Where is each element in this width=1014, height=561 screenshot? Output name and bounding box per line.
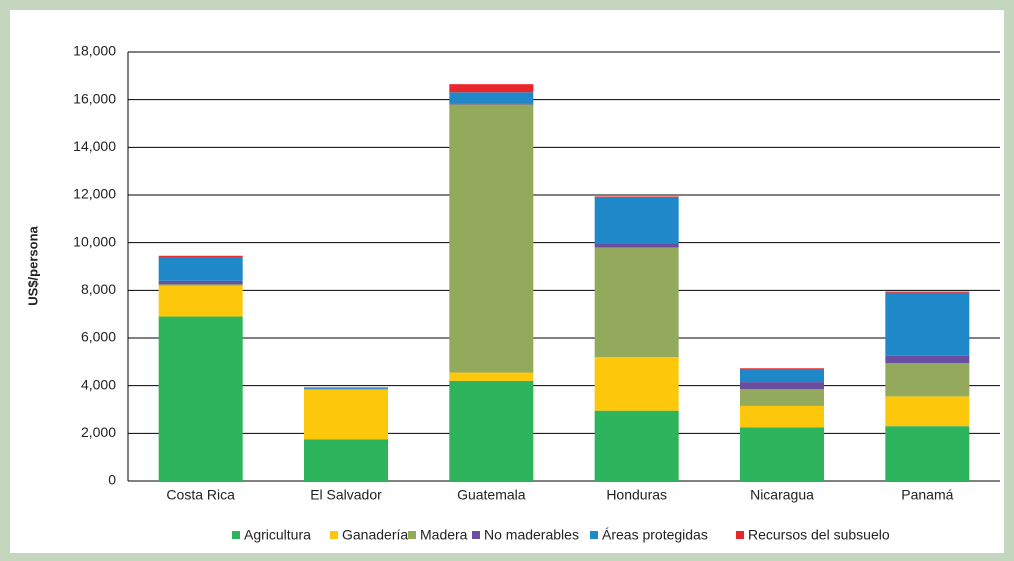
bar-segment	[885, 426, 970, 481]
bar-segment	[158, 285, 243, 317]
bar-segment	[158, 316, 243, 481]
y-tick-label: 6,000	[81, 329, 116, 345]
x-tick-label: Guatemala	[457, 487, 526, 503]
bar-segment	[740, 368, 824, 383]
bar-segment	[885, 292, 970, 356]
bar-segment	[449, 104, 534, 373]
bar-segment	[158, 256, 243, 281]
legend-label: Recursos del subsuelo	[748, 527, 890, 543]
legend-swatch	[590, 531, 598, 539]
x-tick-label: El Salvador	[310, 487, 382, 503]
y-tick-label: 2,000	[81, 424, 116, 440]
bar-segment	[740, 427, 824, 481]
bar-segment	[885, 291, 970, 293]
legend-label: No maderables	[484, 527, 579, 543]
y-tick-label: 14,000	[73, 138, 116, 154]
bar-segment	[740, 389, 824, 406]
bar-segment	[594, 196, 679, 198]
y-tick-label: 8,000	[81, 281, 116, 297]
bar-segment	[449, 84, 534, 93]
x-tick-label: Costa Rica	[166, 487, 235, 503]
legend-label: Agricultura	[244, 527, 311, 543]
bar-segment	[885, 363, 970, 397]
legend-label: Madera	[420, 527, 468, 543]
y-tick-label: 18,000	[73, 43, 116, 59]
bar-segment	[885, 396, 970, 427]
bar-segment	[740, 368, 824, 369]
y-axis-label: US$/persona	[25, 225, 40, 305]
bar-segment	[594, 197, 679, 244]
bar-segment	[449, 372, 534, 381]
bar-segment	[158, 280, 243, 285]
y-tick-label: 0	[108, 472, 116, 488]
legend-swatch	[736, 531, 744, 539]
bar-segment	[885, 355, 970, 364]
bar-segment	[449, 92, 534, 104]
y-tick-label: 4,000	[81, 376, 116, 392]
bar-segment	[594, 243, 679, 248]
y-tick-label: 10,000	[73, 233, 116, 249]
bar-segment	[740, 382, 824, 390]
y-tick-label: 12,000	[73, 186, 116, 202]
bar-segment	[449, 380, 534, 481]
legend-label: Áreas protegidas	[602, 527, 708, 543]
bar-segment	[740, 405, 824, 428]
x-tick-label: Nicaragua	[750, 487, 814, 503]
bar-segment	[304, 439, 388, 481]
bar-segment	[304, 389, 388, 440]
x-tick-label: Panamá	[901, 487, 953, 503]
bar-segment	[449, 103, 534, 105]
bar-segment	[594, 247, 679, 358]
bar-segment	[158, 284, 243, 286]
legend-swatch	[330, 531, 338, 539]
bar-segment	[304, 387, 388, 389]
bar-segment	[594, 357, 679, 411]
legend-swatch	[472, 531, 480, 539]
legend-swatch	[408, 531, 416, 539]
y-tick-label: 16,000	[73, 90, 116, 106]
x-tick-label: Honduras	[606, 487, 667, 503]
legend-swatch	[232, 531, 240, 539]
bar-segment	[594, 410, 679, 481]
legend-label: Ganadería	[342, 527, 408, 543]
bar-segment	[158, 255, 243, 257]
